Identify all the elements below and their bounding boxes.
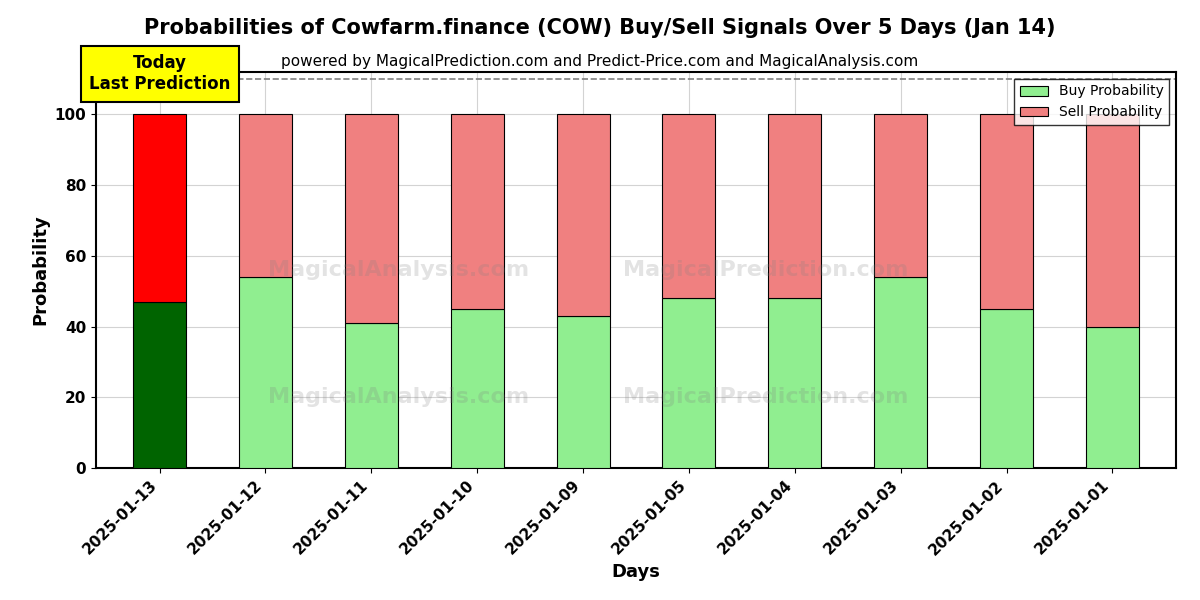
- Bar: [1086, 115, 1139, 326]
- Bar: [239, 277, 292, 468]
- Bar: [557, 115, 610, 316]
- Text: MagicalAnalysis.com: MagicalAnalysis.com: [268, 260, 529, 280]
- Bar: [875, 115, 928, 277]
- Y-axis label: Probability: Probability: [31, 215, 49, 325]
- X-axis label: Days: Days: [612, 563, 660, 581]
- Bar: [768, 115, 821, 298]
- Text: Today
Last Prediction: Today Last Prediction: [89, 55, 230, 93]
- Bar: [980, 115, 1033, 309]
- Bar: [662, 115, 715, 298]
- Bar: [344, 115, 397, 323]
- Text: powered by MagicalPrediction.com and Predict-Price.com and MagicalAnalysis.com: powered by MagicalPrediction.com and Pre…: [281, 54, 919, 69]
- Text: MagicalPrediction.com: MagicalPrediction.com: [623, 260, 908, 280]
- Bar: [980, 309, 1033, 468]
- Text: Probabilities of Cowfarm.finance (COW) Buy/Sell Signals Over 5 Days (Jan 14): Probabilities of Cowfarm.finance (COW) B…: [144, 18, 1056, 38]
- Text: MagicalPrediction.com: MagicalPrediction.com: [623, 387, 908, 407]
- Text: MagicalAnalysis.com: MagicalAnalysis.com: [268, 387, 529, 407]
- Bar: [451, 115, 504, 309]
- Bar: [1086, 326, 1139, 468]
- Bar: [239, 115, 292, 277]
- Bar: [344, 323, 397, 468]
- Bar: [557, 316, 610, 468]
- Bar: [768, 298, 821, 468]
- Bar: [133, 115, 186, 302]
- Bar: [451, 309, 504, 468]
- Bar: [133, 302, 186, 468]
- Legend: Buy Probability, Sell Probability: Buy Probability, Sell Probability: [1014, 79, 1169, 125]
- Bar: [875, 277, 928, 468]
- Bar: [662, 298, 715, 468]
